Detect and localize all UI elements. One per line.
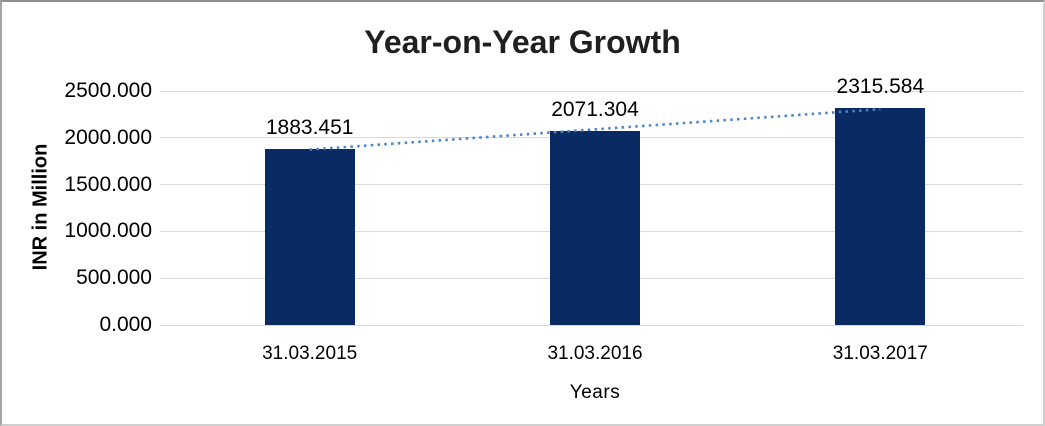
chart-title: Year-on-Year Growth bbox=[364, 24, 681, 60]
data-label: 2071.304 bbox=[551, 98, 639, 122]
y-tick-label: 1000.000 bbox=[64, 219, 152, 243]
data-label: 1883.451 bbox=[265, 115, 354, 139]
x-tick-label: 31.03.2016 bbox=[547, 343, 643, 364]
x-tick-label: 31.03.2017 bbox=[832, 343, 928, 364]
plot-area bbox=[160, 90, 1023, 326]
data-label: 2315.584 bbox=[836, 75, 925, 99]
x-axis-title: Years bbox=[569, 382, 621, 403]
y-tick-label: 2000.000 bbox=[64, 125, 152, 149]
bar-31.03.2017 bbox=[835, 108, 926, 325]
bar-31.03.2016 bbox=[550, 131, 640, 325]
y-tick-label: 500.000 bbox=[76, 266, 152, 290]
gridline bbox=[160, 90, 1023, 92]
gridline bbox=[160, 324, 1023, 326]
bar-31.03.2015 bbox=[264, 148, 355, 325]
y-tick-label: 1500.000 bbox=[64, 172, 152, 196]
y-tick-label: 0.000 bbox=[99, 313, 152, 336]
y-tick-label: 2500.000 bbox=[64, 79, 152, 102]
y-axis-title: INR in Million bbox=[29, 143, 52, 271]
x-tick-label: 31.03.2015 bbox=[262, 343, 358, 364]
trendline-segment bbox=[309, 107, 881, 151]
trendline bbox=[309, 107, 881, 151]
